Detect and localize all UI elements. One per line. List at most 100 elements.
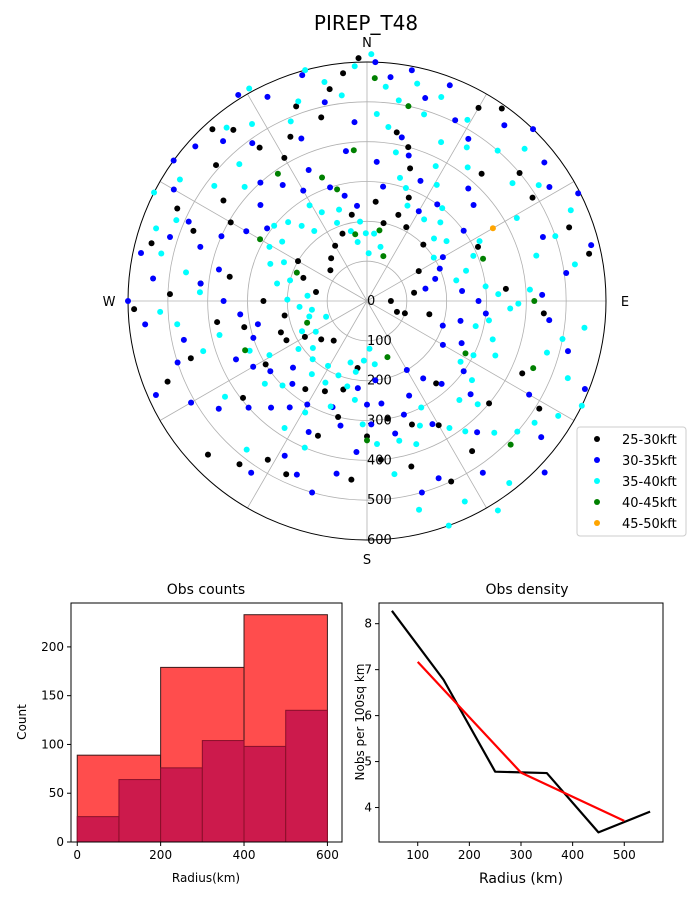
point-35-40kft	[318, 209, 325, 216]
point-40-45kft	[531, 298, 538, 304]
point-35-40kft	[158, 250, 165, 257]
point-30-35kft	[575, 190, 582, 197]
point-35-40kft	[402, 185, 409, 192]
point-35-40kft	[489, 336, 496, 343]
point-35-40kft	[515, 300, 522, 307]
point-35-40kft	[309, 356, 316, 363]
point-30-35kft	[170, 186, 177, 193]
point-35-40kft	[491, 429, 498, 436]
point-30-35kft	[188, 399, 195, 406]
polar-grid-ring	[167, 101, 567, 501]
point-25-30kft	[339, 230, 346, 237]
point-35-40kft	[296, 303, 303, 310]
point-30-35kft	[435, 475, 442, 482]
legend-marker	[594, 436, 600, 442]
point-30-35kft	[268, 404, 275, 411]
point-30-35kft	[218, 233, 225, 240]
point-35-40kft	[360, 357, 367, 364]
polar-radius-tick-label: 0	[367, 294, 375, 309]
point-25-30kft	[313, 289, 320, 296]
point-25-30kft	[164, 378, 171, 385]
point-30-35kft	[267, 368, 274, 375]
point-30-35kft	[341, 192, 348, 199]
point-35-40kft	[295, 98, 302, 105]
point-45-50kft	[489, 225, 496, 232]
point-35-40kft	[485, 317, 492, 324]
point-35-40kft	[362, 230, 369, 237]
point-30-35kft	[254, 321, 261, 328]
legend-marker	[594, 478, 600, 484]
point-35-40kft	[351, 396, 358, 403]
density-ytick-label: 6	[364, 709, 372, 723]
point-30-35kft	[387, 74, 394, 81]
point-25-30kft	[264, 456, 271, 463]
point-30-35kft	[215, 405, 222, 412]
point-35-40kft	[344, 383, 351, 390]
point-30-35kft	[415, 208, 422, 215]
point-35-40kft	[357, 218, 364, 225]
point-35-40kft	[308, 306, 315, 313]
legend-label: 40-45kft	[622, 496, 677, 511]
point-30-35kft	[439, 254, 446, 261]
point-35-40kft	[176, 176, 183, 183]
point-30-35kft	[432, 275, 439, 282]
point-30-35kft	[248, 469, 255, 476]
point-30-35kft	[474, 429, 481, 436]
polar-radius-tick-label: 100	[367, 334, 392, 349]
point-30-35kft	[417, 177, 424, 184]
point-35-40kft	[457, 358, 464, 365]
point-25-30kft	[187, 355, 194, 362]
point-25-30kft	[433, 380, 440, 387]
point-35-40kft	[531, 419, 538, 426]
point-30-35kft	[422, 285, 429, 292]
point-30-35kft	[180, 336, 187, 343]
point-35-40kft	[327, 403, 334, 410]
point-30-35kft	[467, 391, 474, 398]
histogram-axes-frame	[70, 602, 343, 843]
point-40-45kft	[350, 147, 357, 154]
point-30-35kft	[174, 359, 181, 366]
point-35-40kft	[571, 261, 578, 268]
point-35-40kft	[335, 372, 342, 379]
point-25-30kft	[401, 310, 408, 317]
polar-grid-ring	[207, 141, 527, 461]
point-35-40kft	[249, 120, 256, 127]
point-35-40kft	[173, 217, 180, 224]
point-25-30kft	[283, 471, 290, 478]
point-35-40kft	[347, 228, 354, 235]
point-35-40kft	[443, 238, 450, 245]
point-40-45kft	[319, 174, 326, 181]
point-30-35kft	[546, 317, 553, 324]
histogram-bar-fine	[243, 745, 287, 843]
point-40-45kft	[364, 437, 370, 444]
point-30-35kft	[458, 340, 465, 347]
histogram-xtick-label: 0	[73, 848, 81, 862]
point-30-35kft	[539, 233, 546, 240]
polar-radius-tick-label: 600	[367, 533, 392, 548]
figure-title: PIREP_T48	[314, 11, 418, 35]
point-35-40kft	[308, 371, 315, 378]
point-25-30kft	[240, 394, 247, 401]
histogram-ytick-label: 200	[41, 640, 64, 654]
point-35-40kft	[468, 377, 475, 384]
point-35-40kft	[371, 361, 378, 368]
point-30-35kft	[408, 67, 415, 74]
histogram-bar-fine	[76, 816, 120, 843]
point-30-35kft	[232, 356, 239, 363]
point-25-30kft	[372, 198, 379, 205]
point-30-35kft	[257, 179, 264, 186]
point-25-30kft	[209, 126, 216, 133]
point-30-35kft	[220, 298, 227, 304]
point-35-40kft	[555, 412, 562, 419]
point-25-30kft	[566, 224, 573, 231]
point-30-35kft	[526, 391, 533, 398]
point-35-40kft	[507, 305, 514, 312]
histogram-bar-fine	[201, 740, 245, 843]
point-35-40kft	[433, 181, 440, 188]
point-40-45kft	[480, 255, 487, 262]
point-25-30kft	[220, 197, 227, 204]
point-30-35kft	[220, 138, 227, 145]
legend: 25-30kft 30-35kft 35-40kft 40-45kft 45-50kft	[576, 426, 687, 537]
point-25-30kft	[469, 448, 476, 455]
point-30-35kft	[279, 181, 286, 188]
